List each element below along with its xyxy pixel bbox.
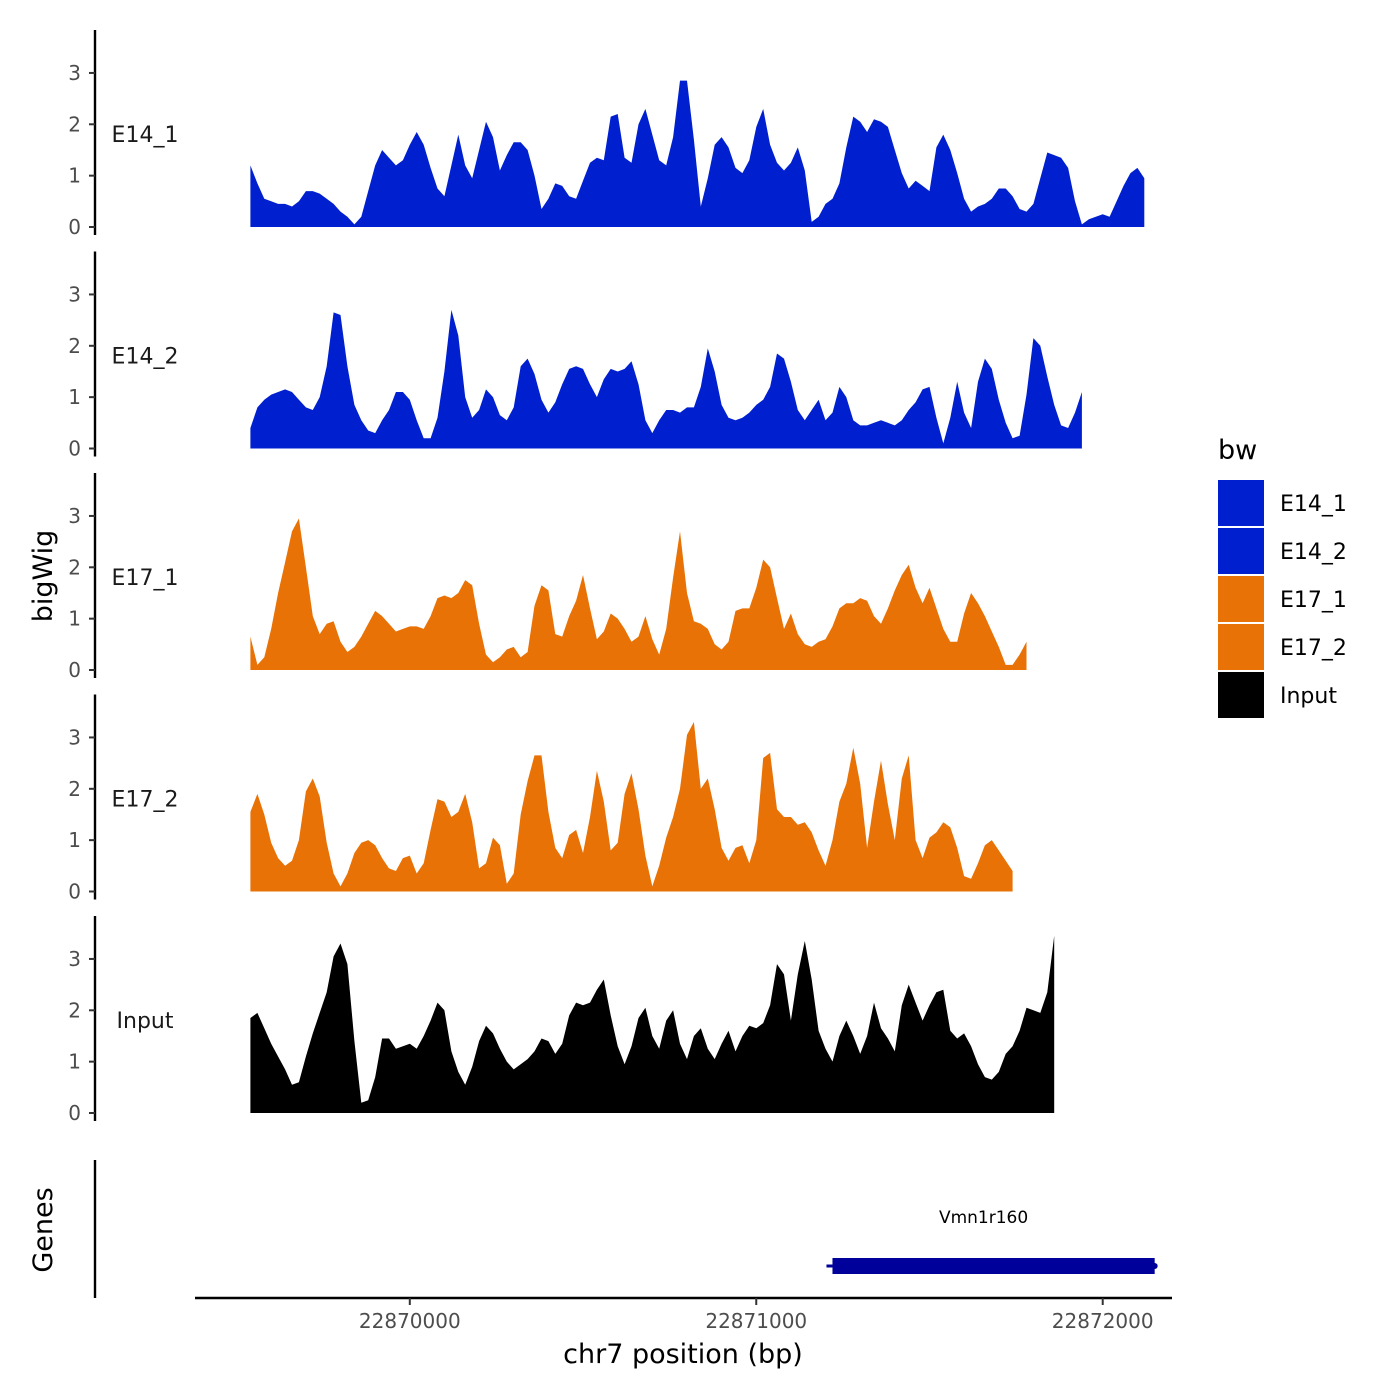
gene-end-mark	[1151, 1263, 1158, 1269]
genes-track: Vmn1r160	[93, 1160, 1158, 1298]
track-panel: 0 1 2 3 E14_1	[68, 30, 1145, 239]
track-area-e14-2	[250, 309, 1082, 449]
legend-label: E17_1	[1280, 588, 1347, 613]
y-tick-label: 1	[68, 385, 81, 409]
x-axis: 22870000 22871000 22872000	[195, 1296, 1172, 1333]
genes-axis-title: Genes	[28, 1187, 59, 1272]
track-label: Input	[117, 1009, 174, 1034]
gene-label: Vmn1r160	[939, 1208, 1028, 1228]
x-tick-label: 22870000	[359, 1309, 461, 1333]
y-axis-title: bigWig	[28, 530, 59, 623]
legend-label: E17_2	[1280, 636, 1347, 661]
y-tick-label: 2	[68, 334, 81, 358]
y-tick-label: 2	[68, 777, 81, 801]
y-tick-label: 0	[68, 880, 81, 904]
legend: E14_1 E14_2 E17_1 E17_2 Input	[1218, 480, 1347, 718]
track-label: E14_1	[112, 123, 179, 148]
y-tick-label: 1	[68, 607, 81, 631]
y-tick-label: 3	[68, 725, 81, 749]
track-area-e14-1	[250, 80, 1145, 227]
y-tick-label: 2	[68, 998, 81, 1022]
legend-title: bw	[1218, 435, 1257, 466]
legend-label: E14_2	[1280, 540, 1347, 565]
track-label: E17_1	[112, 566, 179, 591]
x-tick-label: 22871000	[705, 1309, 807, 1333]
y-tick-label: 3	[68, 282, 81, 306]
y-tick-label: 0	[68, 437, 81, 461]
track-area-input	[250, 935, 1055, 1113]
gene-body	[832, 1258, 1155, 1274]
legend-swatch	[1218, 672, 1264, 718]
track-panel: 0 1 2 3 E17_1	[68, 473, 1027, 682]
tracks-layer: 0 1 2 3 E14_1 0 1 2 3 E14_2 0 1 2 3 E17_1 0 1 2 3 E17_2 0 1 2 3…	[68, 30, 1145, 1125]
legend-swatch	[1218, 576, 1264, 622]
y-tick-label: 1	[68, 164, 81, 188]
track-panel: 0 1 2 3 E14_2	[68, 251, 1082, 461]
legend-swatch	[1218, 480, 1264, 526]
track-panel: 0 1 2 3 Input	[68, 916, 1055, 1125]
y-tick-label: 3	[68, 61, 81, 85]
legend-label: Input	[1280, 684, 1337, 709]
x-axis-title: chr7 position (bp)	[563, 1339, 803, 1370]
y-tick-label: 1	[68, 828, 81, 852]
y-tick-label: 1	[68, 1050, 81, 1074]
legend-swatch	[1218, 624, 1264, 670]
track-area-e17-1	[250, 518, 1027, 670]
y-tick-label: 2	[68, 555, 81, 579]
y-tick-label: 0	[68, 658, 81, 682]
track-label: E14_2	[112, 345, 179, 370]
y-tick-label: 3	[68, 504, 81, 528]
y-tick-label: 0	[68, 1101, 81, 1125]
legend-swatch	[1218, 528, 1264, 574]
track-area-e17-2	[250, 722, 1013, 892]
track-panel: 0 1 2 3 E17_2	[68, 694, 1013, 904]
y-tick-label: 3	[68, 947, 81, 971]
y-tick-label: 2	[68, 112, 81, 136]
track-label: E17_2	[112, 788, 179, 813]
legend-label: E14_1	[1280, 492, 1347, 517]
y-tick-label: 0	[68, 215, 81, 239]
x-tick-label: 22872000	[1052, 1309, 1154, 1333]
